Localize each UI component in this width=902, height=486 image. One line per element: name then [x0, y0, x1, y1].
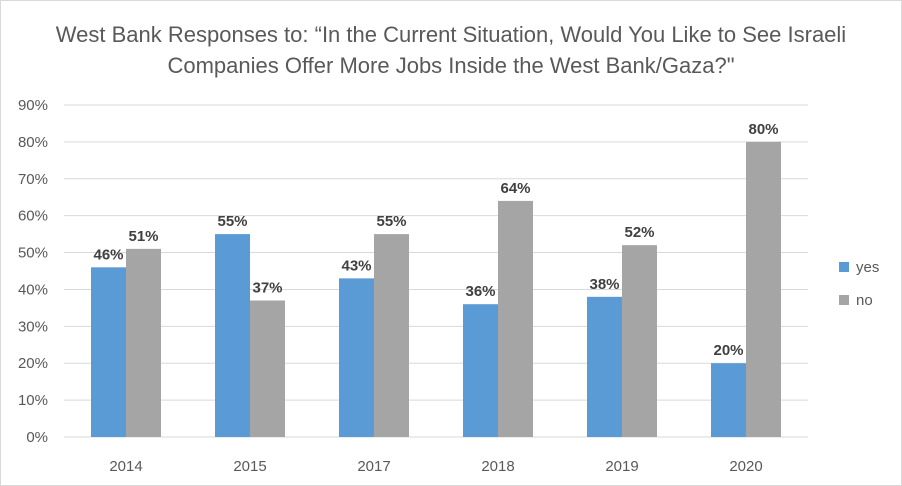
x-tick-label: 2018: [481, 458, 514, 475]
y-tick-label: 50%: [18, 245, 48, 262]
bar-yes-2014: [91, 267, 126, 437]
legend-label-yes: yes: [856, 259, 879, 276]
data-label-no-2014: 51%: [128, 228, 158, 245]
data-label-yes-2017: 43%: [341, 257, 371, 274]
bar-no-2017: [374, 234, 409, 437]
x-tick-label: 2015: [233, 458, 266, 475]
y-tick-label: 0%: [26, 429, 48, 446]
bar-yes-2020: [711, 363, 746, 437]
y-tick-label: 30%: [18, 318, 48, 335]
bar-yes-2018: [463, 304, 498, 437]
data-label-yes-2015: 55%: [217, 213, 247, 230]
y-tick-label: 10%: [18, 392, 48, 409]
legend-swatch-no: [839, 295, 849, 305]
x-tick-label: 2017: [357, 458, 390, 475]
data-label-no-2018: 64%: [500, 180, 530, 197]
bar-yes-2019: [587, 296, 622, 437]
x-tick-label: 2019: [605, 458, 638, 475]
y-tick-label: 90%: [18, 97, 48, 114]
y-tick-label: 20%: [18, 355, 48, 372]
data-label-yes-2018: 36%: [465, 283, 495, 300]
legend-label-no: no: [856, 292, 873, 309]
x-tick-label: 2020: [729, 458, 762, 475]
y-tick-label: 80%: [18, 134, 48, 151]
bar-no-2019: [622, 245, 657, 437]
bar-no-2014: [126, 248, 161, 437]
bar-yes-2015: [215, 234, 250, 437]
bar-yes-2017: [339, 278, 374, 437]
x-tick-label: 2014: [109, 458, 142, 475]
data-label-no-2020: 80%: [748, 121, 778, 138]
data-label-no-2017: 55%: [376, 213, 406, 230]
y-tick-label: 60%: [18, 208, 48, 225]
y-tick-label: 70%: [18, 171, 48, 188]
data-label-yes-2014: 46%: [93, 246, 123, 263]
bar-no-2015: [250, 300, 285, 437]
bar-no-2020: [746, 141, 781, 437]
data-label-no-2019: 52%: [624, 224, 654, 241]
data-label-no-2015: 37%: [252, 280, 282, 297]
data-label-yes-2020: 20%: [713, 342, 743, 359]
chart-title: West Bank Responses to: “In the Current …: [55, 22, 847, 78]
y-tick-label: 40%: [18, 281, 48, 298]
legend-swatch-yes: [839, 262, 849, 272]
data-label-yes-2019: 38%: [589, 276, 619, 293]
bar-no-2018: [498, 200, 533, 437]
